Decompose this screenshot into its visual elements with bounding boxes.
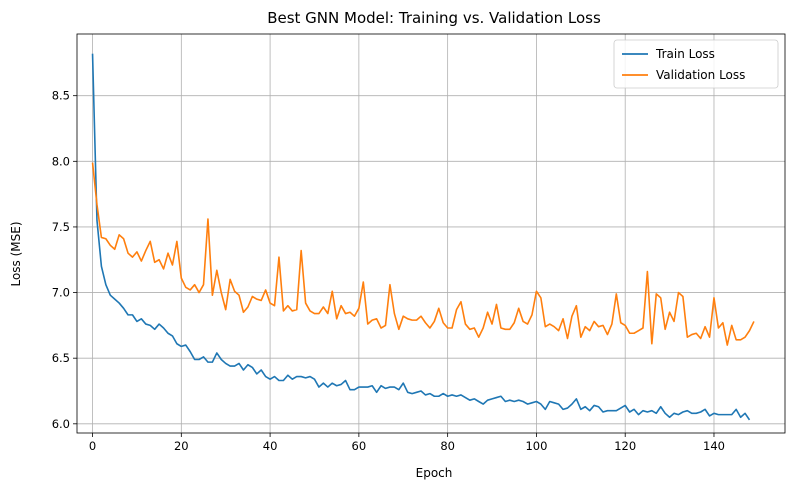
x-tick-label: 40 [263,439,278,453]
series-line-validation-loss [91,162,755,346]
axes-frame [76,33,786,434]
x-tick-label: 80 [440,439,455,453]
x-tick-label: 120 [614,439,636,453]
y-tick-label: 6.5 [52,351,70,365]
y-tick-label: 8.0 [52,154,70,168]
chart-title: Best GNN Model: Training vs. Validation … [267,9,601,27]
x-tick-label: 100 [525,439,547,453]
y-tick-label: 7.0 [52,286,70,300]
x-tick-label: 0 [89,439,96,453]
legend-label: Train Loss [655,47,715,61]
legend-label: Validation Loss [656,68,745,82]
y-tick-label: 7.5 [52,220,70,234]
x-tick-label: 20 [174,439,189,453]
y-tick-label: 8.5 [52,89,70,103]
plot-area: 0 20 40 60 80 100 120 140 6.0 6.5 7.0 7.5 8.0 8.5 [52,33,786,453]
x-axis-label: Epoch [416,466,453,480]
x-tick-label: 60 [352,439,367,453]
legend: Train Loss Validation Loss [613,39,779,89]
y-axis-label: Loss (MSE) [9,221,23,286]
legend-box [613,39,779,89]
x-tick-label: 140 [703,439,725,453]
series-line-train-loss [91,53,751,421]
y-tick-label: 6.0 [52,417,70,431]
